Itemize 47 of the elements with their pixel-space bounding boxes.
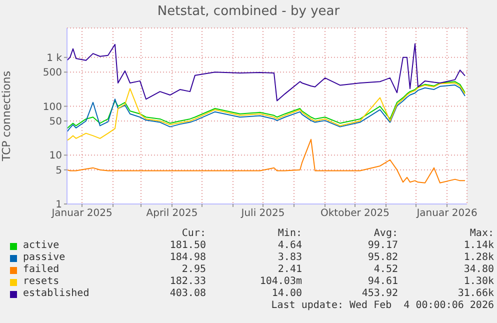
line-series [67,138,466,184]
text: 4.52 [372,264,398,276]
legend-label: passive [23,252,66,264]
y-tick-label: 50 [49,116,62,128]
line-series [67,82,466,141]
x-tick-label: April 2025 [146,208,198,220]
text: 34.80 [462,264,494,276]
text: 4.64 [276,240,302,252]
y-axis-title: TCP connections [0,70,13,162]
y-tick-label: 1 k [46,52,62,64]
legend-label: established [23,288,90,300]
chart-title: Netstat, combined - by year [156,4,341,19]
text: 99.17 [366,240,398,252]
text: 453.92 [360,288,398,300]
text: Cur: [180,228,206,240]
y-tick-label: 100 [42,102,62,113]
text: Min: [276,228,302,240]
y-tick-label: 5 [56,165,62,176]
text: Last update: Wed Feb 4 00:00:06 2026 [270,300,494,312]
text: 2.95 [180,264,206,276]
text: 94.61 [366,276,398,288]
x-tick-label: Januar 2025 [50,208,112,220]
legend-label: resets [23,276,60,288]
text: 14.00 [270,288,302,300]
text: 104.03m [258,276,302,288]
text: 184.98 [168,252,206,264]
text: 1.14k [462,240,494,252]
text: 3.83 [276,252,302,264]
legend-label: failed [23,264,60,276]
legend-label: active [23,240,60,252]
text: 1.30k [462,276,494,288]
text: Avg: [372,228,398,240]
text: 2.41 [276,264,302,276]
text: 1.28k [462,252,494,264]
x-tick-label: Juli 2025 [240,208,285,220]
text: 403.08 [168,288,206,300]
text: 31.66k [456,288,494,300]
y-tick-label: 500 [42,68,62,79]
text: Max: [468,228,494,240]
y-tick-label: 10 [49,150,62,162]
text: 182.33 [168,276,206,288]
line-series [67,43,466,102]
text: 95.82 [366,252,398,264]
x-tick-label: Januar 2026 [416,208,478,220]
text: 181.50 [168,240,206,252]
x-tick-label: Oktober 2025 [320,208,390,220]
y-tick-label: 1 [56,200,62,211]
